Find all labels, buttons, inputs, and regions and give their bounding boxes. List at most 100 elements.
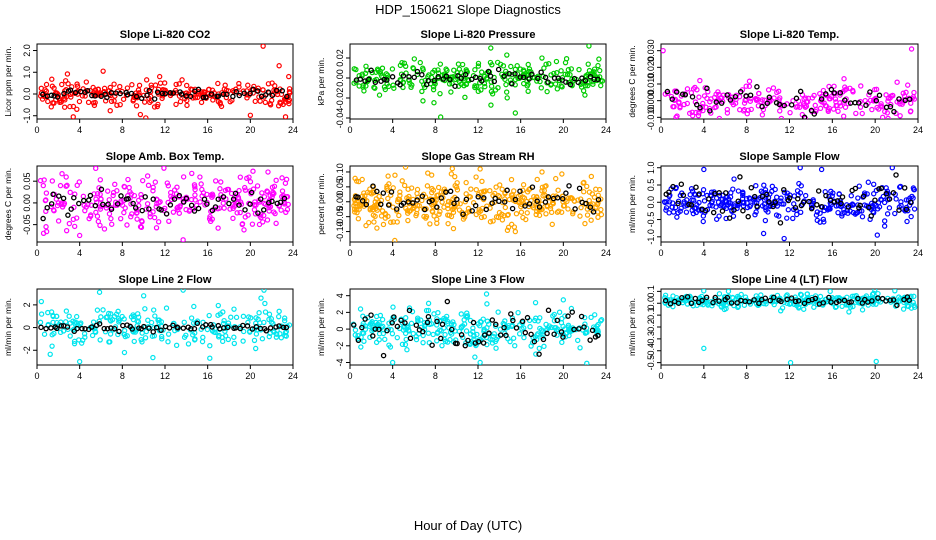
x-tick-label: 0 xyxy=(34,371,39,381)
reference-point xyxy=(130,200,136,207)
data-point xyxy=(899,101,905,107)
data-point xyxy=(382,210,388,217)
reference-point xyxy=(520,74,527,81)
data-point xyxy=(63,227,70,234)
reference-point xyxy=(737,89,744,95)
data-point xyxy=(753,183,759,189)
reference-point xyxy=(563,79,569,85)
data-point xyxy=(874,104,880,111)
reference-point xyxy=(381,76,388,83)
data-point xyxy=(495,85,501,91)
data-point xyxy=(771,301,777,308)
data-point xyxy=(109,221,115,227)
data-point xyxy=(475,60,482,67)
reference-point xyxy=(517,188,523,194)
reference-point xyxy=(407,335,414,342)
data-point xyxy=(360,82,366,89)
data-point xyxy=(845,100,851,107)
data-point xyxy=(270,320,276,327)
reference-point xyxy=(534,198,540,204)
data-point xyxy=(541,343,547,350)
data-point xyxy=(502,204,509,211)
data-point xyxy=(837,103,844,109)
reference-point xyxy=(826,294,832,301)
data-point xyxy=(273,177,279,184)
data-point xyxy=(584,212,591,218)
reference-point xyxy=(419,193,426,199)
x-tick-label: 24 xyxy=(913,125,923,135)
reference-point xyxy=(759,193,766,200)
data-point xyxy=(106,310,112,317)
data-point xyxy=(521,68,527,75)
outlier-point xyxy=(363,222,369,229)
data-point xyxy=(150,307,157,313)
data-point xyxy=(499,217,506,223)
reference-point xyxy=(84,87,91,94)
x-tick-label: 0 xyxy=(658,371,663,381)
y-tick-label: 0.0 xyxy=(22,88,32,101)
data-point xyxy=(183,82,190,89)
reference-point xyxy=(531,338,538,345)
data-point xyxy=(811,304,817,310)
data-point xyxy=(562,71,568,78)
data-point xyxy=(867,97,874,104)
data-point xyxy=(148,319,155,326)
data-point xyxy=(859,110,865,117)
data-point xyxy=(259,190,265,196)
reference-point xyxy=(801,114,808,119)
reference-point xyxy=(225,324,231,331)
reference-point xyxy=(702,207,709,214)
y-tick-label: 0.05 xyxy=(335,178,345,196)
data-point xyxy=(402,315,409,321)
reference-point xyxy=(120,322,126,329)
data-point xyxy=(904,218,910,225)
data-point xyxy=(741,106,748,113)
data-point xyxy=(459,61,466,68)
data-point xyxy=(759,112,766,118)
data-point xyxy=(76,98,83,105)
data-point xyxy=(128,214,134,220)
reference-point xyxy=(434,318,440,325)
y-tick-label: 0 xyxy=(335,327,345,332)
reference-point xyxy=(545,79,551,85)
data-point xyxy=(410,330,416,337)
data-point xyxy=(384,72,391,78)
data-point xyxy=(839,303,845,310)
data-point xyxy=(62,319,69,325)
reference-point xyxy=(866,204,872,211)
reference-point xyxy=(536,204,543,210)
reference-point xyxy=(764,191,770,198)
data-point xyxy=(150,354,156,361)
reference-point xyxy=(501,199,508,205)
reference-point xyxy=(545,194,552,200)
data-point xyxy=(493,184,499,190)
panel-title: Slope Line 2 Flow xyxy=(119,274,212,286)
x-tick-label: 0 xyxy=(34,248,39,258)
data-point xyxy=(752,211,758,218)
reference-point xyxy=(421,206,428,213)
data-point xyxy=(80,193,87,200)
data-point xyxy=(266,311,273,317)
reference-point xyxy=(394,323,401,330)
data-point xyxy=(409,308,416,315)
data-point xyxy=(910,195,916,201)
data-point xyxy=(189,170,195,177)
outlier-point xyxy=(661,47,666,54)
data-point xyxy=(759,203,766,209)
x-tick-label: 24 xyxy=(913,248,923,258)
data-point xyxy=(837,92,843,98)
reference-point xyxy=(425,313,432,320)
data-point xyxy=(870,290,877,297)
data-point xyxy=(559,171,565,177)
reference-point xyxy=(767,297,773,304)
x-tick-label: 16 xyxy=(203,125,213,135)
data-point xyxy=(112,181,118,188)
data-point xyxy=(491,331,497,337)
x-tick-label: 12 xyxy=(473,125,483,135)
data-point xyxy=(98,196,104,202)
data-point xyxy=(554,86,561,92)
reference-point xyxy=(852,185,859,192)
data-point xyxy=(397,62,404,69)
data-point xyxy=(399,178,405,184)
data-point xyxy=(423,215,429,221)
